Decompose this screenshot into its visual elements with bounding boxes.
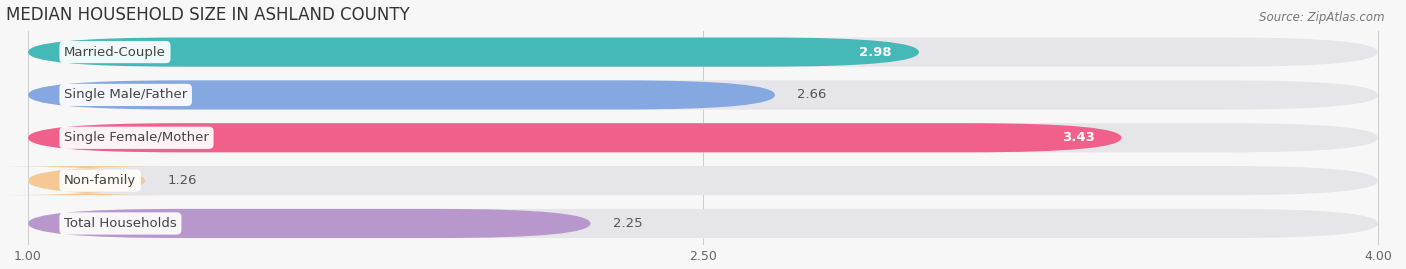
FancyBboxPatch shape <box>28 166 1378 195</box>
FancyBboxPatch shape <box>28 209 1378 238</box>
Text: 2.25: 2.25 <box>613 217 643 230</box>
Text: MEDIAN HOUSEHOLD SIZE IN ASHLAND COUNTY: MEDIAN HOUSEHOLD SIZE IN ASHLAND COUNTY <box>6 6 409 24</box>
FancyBboxPatch shape <box>28 123 1378 152</box>
Text: 2.66: 2.66 <box>797 89 827 101</box>
Text: Non-family: Non-family <box>65 174 136 187</box>
Text: Total Households: Total Households <box>65 217 177 230</box>
Text: Single Female/Mother: Single Female/Mother <box>65 131 209 144</box>
FancyBboxPatch shape <box>28 80 775 109</box>
FancyBboxPatch shape <box>28 123 1122 152</box>
Text: Married-Couple: Married-Couple <box>65 45 166 59</box>
Text: 3.43: 3.43 <box>1062 131 1094 144</box>
FancyBboxPatch shape <box>28 80 1378 109</box>
FancyBboxPatch shape <box>0 166 181 195</box>
FancyBboxPatch shape <box>28 209 591 238</box>
Text: Source: ZipAtlas.com: Source: ZipAtlas.com <box>1260 11 1385 24</box>
Text: 1.26: 1.26 <box>167 174 197 187</box>
FancyBboxPatch shape <box>28 37 1378 67</box>
FancyBboxPatch shape <box>28 37 920 67</box>
Text: Single Male/Father: Single Male/Father <box>65 89 187 101</box>
Text: 2.98: 2.98 <box>859 45 891 59</box>
